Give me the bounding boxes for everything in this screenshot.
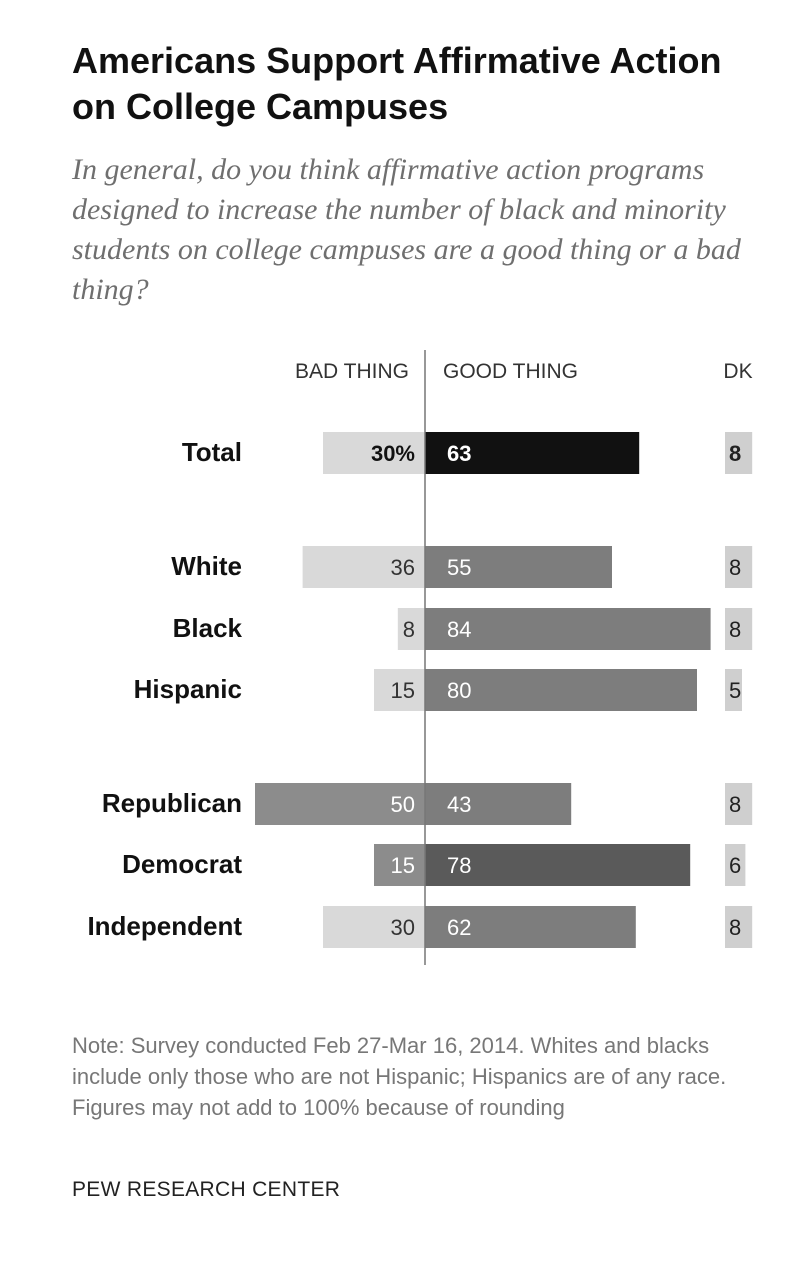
dk-bar-black: [725, 608, 753, 650]
dk-bar-independent: [725, 906, 753, 948]
header-good-thing: GOOD THING: [443, 360, 578, 383]
dk-value-hispanic: 5: [729, 678, 741, 703]
bad-bar-black: [397, 608, 425, 650]
dk-value-independent: 8: [729, 915, 741, 940]
bad-bar-white: [302, 546, 425, 588]
category-label-republican: Republican: [102, 788, 242, 818]
dk-bar-republican: [725, 783, 753, 825]
diverging-bar-chart: BAD THING GOOD THING DK Total 30% 63 8 White 36 5…: [87, 350, 753, 965]
bad-bar-independent: [323, 906, 425, 948]
source-credit: PEW RESEARCH CENTER: [72, 1178, 341, 1201]
bad-bar-hispanic: [374, 669, 425, 711]
good-value-hispanic: 80: [447, 678, 471, 703]
dk-value-white: 8: [729, 555, 741, 580]
header-bad-thing: BAD THING: [295, 360, 409, 383]
header-dk: DK: [723, 360, 752, 383]
bad-bar-democrat: [374, 844, 425, 886]
bad-bar-total: [323, 432, 425, 474]
category-label-democrat: Democrat: [122, 849, 242, 879]
good-bar-republican: [425, 783, 572, 825]
dk-bar-total: [725, 432, 753, 474]
category-label-total: Total: [182, 437, 242, 467]
dk-value-total: 8: [729, 441, 741, 466]
category-label-black: Black: [173, 613, 243, 643]
category-label-white: White: [171, 551, 242, 581]
good-value-total: 63: [447, 441, 471, 466]
good-value-independent: 62: [447, 915, 471, 940]
category-label-independent: Independent: [87, 911, 242, 941]
chart-title: Americans Support Affirmative Action on …: [72, 40, 722, 127]
dk-value-democrat: 6: [729, 853, 741, 878]
bad-value-republican: 50: [391, 792, 415, 817]
bad-value-independent: 30: [391, 915, 415, 940]
dk-bar-white: [725, 546, 753, 588]
bad-value-white: 36: [391, 555, 415, 580]
bad-value-hispanic: 15: [391, 678, 415, 703]
chart-note: Note: Survey conducted Feb 27-Mar 16, 20…: [72, 1033, 727, 1120]
dk-bar-democrat: [725, 844, 746, 886]
good-value-democrat: 78: [447, 853, 471, 878]
bad-value-democrat: 15: [391, 853, 415, 878]
good-bar-hispanic: [425, 669, 697, 711]
chart-subtitle: In general, do you think affirmative act…: [72, 153, 741, 306]
bad-bar-republican: [255, 783, 425, 825]
good-value-white: 55: [447, 555, 471, 580]
bad-value-total: 30%: [371, 441, 415, 466]
dk-bar-hispanic: [725, 669, 742, 711]
dk-value-republican: 8: [729, 792, 741, 817]
good-bar-independent: [425, 906, 636, 948]
good-value-black: 84: [447, 617, 471, 642]
good-bar-total: [425, 432, 640, 474]
good-value-republican: 43: [447, 792, 471, 817]
dk-value-black: 8: [729, 617, 741, 642]
good-bar-white: [425, 546, 612, 588]
good-bar-black: [425, 608, 711, 650]
good-bar-democrat: [425, 844, 691, 886]
category-label-hispanic: Hispanic: [134, 674, 242, 704]
bad-value-black: 8: [403, 617, 415, 642]
